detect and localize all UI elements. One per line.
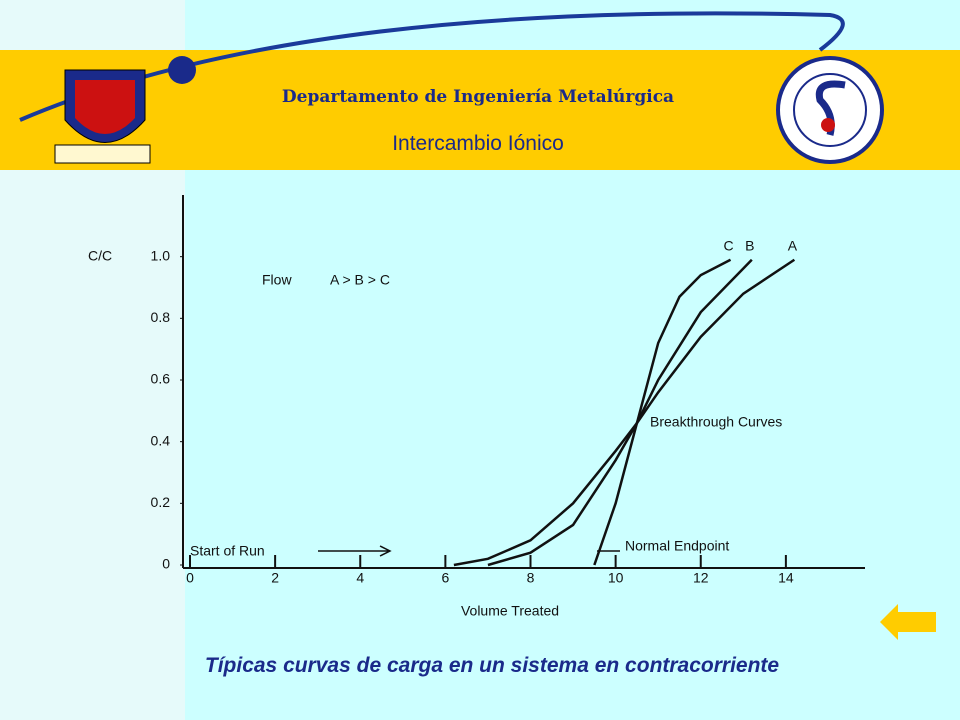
annotation: A > B > C	[330, 272, 390, 288]
slide-subtitle: Intercambio Iónico	[392, 132, 564, 155]
series-label: C	[723, 237, 733, 253]
y-tick-label: 0	[162, 556, 170, 572]
arrow	[318, 545, 392, 557]
caption: Típicas curvas de carga en un sistema en…	[205, 654, 780, 677]
series-line	[593, 258, 732, 566]
metallurgy-logo	[776, 56, 884, 164]
y-tick-label: 0.8	[151, 309, 171, 325]
y-tick-label: 0.4	[151, 432, 171, 448]
series-line	[487, 258, 753, 567]
x-tick-label: 4	[356, 570, 364, 586]
x-tick-label: 2	[271, 570, 279, 586]
chart: 0 0.2 0.4 0.6 0.8 1.0 0 2 4 6 8 10 12 14 C/C Volume Tre…	[88, 195, 865, 619]
department-title: Departamento de Ingeniería Metalúrgica	[282, 87, 674, 107]
university-crest	[54, 56, 196, 164]
x-tick-label: 10	[608, 570, 624, 586]
x-tick-label: 8	[527, 570, 535, 586]
x-tick-label: 0	[186, 570, 194, 586]
annotation: Breakthrough Curves	[650, 414, 782, 430]
series-line	[453, 258, 796, 567]
annotation: Flow	[262, 272, 292, 288]
series-label: A	[788, 237, 798, 253]
y-tick-label: 0.6	[151, 371, 171, 387]
y-tick-label: 0.2	[151, 494, 171, 510]
y-axis-label: C/C	[88, 247, 112, 263]
x-tick-label: 6	[441, 570, 449, 586]
x-axis-label: Volume Treated	[461, 603, 559, 619]
back-button[interactable]	[880, 604, 936, 640]
x-tick-label: 12	[693, 570, 709, 586]
header-arc	[19, 11, 845, 122]
series-label: B	[745, 237, 754, 253]
annotation: Start of Run	[190, 543, 265, 559]
y-tick-label: 1.0	[151, 247, 171, 263]
annotation: Normal Endpoint	[625, 538, 729, 554]
x-tick-label: 14	[778, 570, 794, 586]
